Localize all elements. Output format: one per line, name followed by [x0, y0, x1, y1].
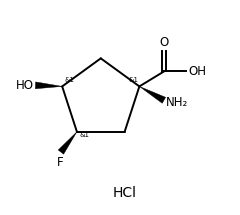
Polygon shape [35, 82, 62, 89]
Polygon shape [139, 86, 166, 103]
Text: NH₂: NH₂ [166, 96, 188, 109]
Text: &1: &1 [128, 77, 138, 83]
Text: HCl: HCl [112, 186, 136, 200]
Text: HO: HO [16, 79, 34, 92]
Text: &1: &1 [79, 132, 89, 138]
Polygon shape [58, 132, 77, 154]
Text: &1: &1 [65, 77, 75, 83]
Text: OH: OH [188, 65, 206, 78]
Text: F: F [56, 156, 63, 169]
Text: O: O [159, 36, 168, 49]
